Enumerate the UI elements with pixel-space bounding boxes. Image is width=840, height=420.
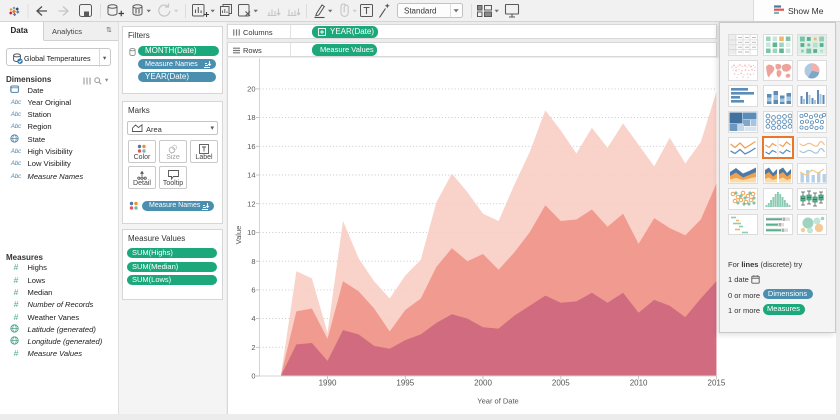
svg-text:2015: 2015 — [708, 379, 726, 388]
svg-text:0: 0 — [251, 372, 255, 381]
svg-text:1990: 1990 — [319, 379, 337, 388]
svg-text:10: 10 — [247, 228, 255, 237]
svg-text:2010: 2010 — [630, 379, 648, 388]
svg-text:18: 18 — [247, 113, 255, 122]
svg-text:2000: 2000 — [474, 379, 492, 388]
svg-text:2005: 2005 — [552, 379, 570, 388]
svg-text:4: 4 — [251, 314, 255, 323]
svg-text:20: 20 — [247, 85, 255, 94]
svg-text:8: 8 — [251, 257, 255, 266]
svg-text:14: 14 — [247, 171, 255, 180]
svg-text:12: 12 — [247, 199, 255, 208]
svg-text:2: 2 — [251, 343, 255, 352]
svg-text:1995: 1995 — [396, 379, 414, 388]
svg-text:16: 16 — [247, 142, 255, 151]
svg-text:6: 6 — [251, 286, 255, 295]
svg-text:Standard: Standard — [404, 7, 436, 16]
svg-text:Value: Value — [234, 226, 243, 245]
svg-text:Year of Date: Year of Date — [477, 397, 518, 406]
